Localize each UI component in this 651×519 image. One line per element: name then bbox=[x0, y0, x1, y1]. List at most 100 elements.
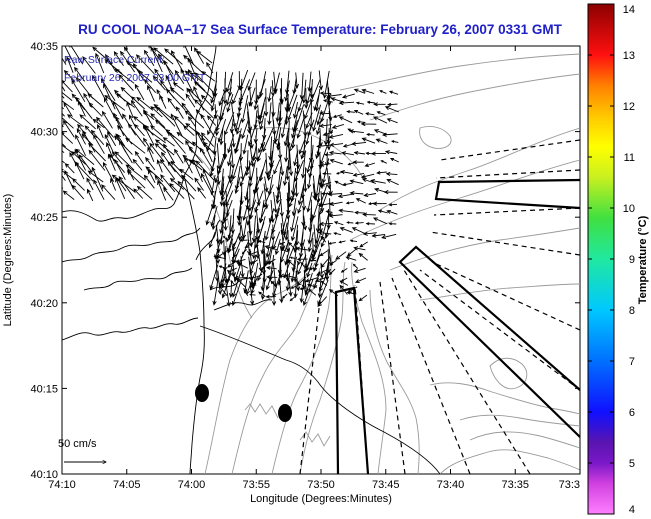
current-vector bbox=[365, 222, 375, 226]
current-vector bbox=[95, 52, 105, 74]
current-vector bbox=[289, 295, 296, 302]
y-axis-label: Latitude (Degrees:Minutes) bbox=[2, 194, 14, 327]
current-vector bbox=[130, 99, 143, 117]
current-vector bbox=[326, 134, 331, 151]
current-vector bbox=[104, 59, 123, 74]
current-vector bbox=[75, 134, 87, 156]
current-vector bbox=[249, 142, 255, 168]
x-tick-label: 74:05 bbox=[113, 479, 141, 491]
current-vector bbox=[319, 162, 331, 167]
current-vector bbox=[353, 150, 365, 155]
current-vector bbox=[156, 159, 163, 173]
current-vector bbox=[202, 168, 214, 193]
current-vector bbox=[187, 116, 197, 128]
current-vector bbox=[358, 252, 368, 261]
current-vector bbox=[154, 139, 175, 156]
current-vector bbox=[129, 114, 136, 127]
current-vector bbox=[194, 47, 204, 64]
current-vector bbox=[102, 161, 114, 182]
current-vector bbox=[159, 94, 167, 109]
current-vector bbox=[380, 160, 387, 164]
current-vector bbox=[388, 203, 398, 207]
current-vector bbox=[313, 94, 320, 112]
current-vector bbox=[338, 240, 346, 244]
current-vector bbox=[342, 143, 354, 148]
current-vector bbox=[208, 232, 216, 249]
current-vector bbox=[352, 263, 359, 269]
current-vector bbox=[248, 120, 258, 147]
x-tick-label: 73:45 bbox=[372, 479, 400, 491]
current-vector bbox=[245, 150, 250, 172]
current-vector bbox=[113, 100, 124, 120]
current-vector bbox=[185, 93, 196, 108]
current-vector bbox=[251, 259, 259, 264]
current-vector bbox=[326, 80, 331, 102]
current-vector bbox=[373, 187, 387, 193]
current-vector bbox=[363, 192, 377, 198]
current-vector bbox=[240, 224, 246, 241]
current-vector bbox=[93, 134, 105, 154]
current-vector bbox=[126, 101, 134, 118]
current-vector bbox=[314, 174, 320, 198]
current-vector bbox=[143, 109, 154, 127]
current-vector bbox=[279, 150, 285, 177]
current-vector bbox=[317, 296, 328, 307]
current-vector bbox=[371, 233, 386, 238]
current-vector bbox=[169, 182, 185, 199]
current-vector bbox=[264, 176, 269, 193]
current-vector bbox=[275, 184, 280, 201]
y-tick-label: 40:30 bbox=[30, 127, 58, 139]
current-vector bbox=[66, 56, 74, 73]
current-vector bbox=[88, 142, 106, 162]
current-vector bbox=[200, 113, 216, 138]
current-vector bbox=[127, 123, 146, 147]
current-vector bbox=[306, 262, 313, 278]
current-vector bbox=[264, 245, 278, 251]
current-vector bbox=[206, 128, 217, 152]
current-vector bbox=[305, 253, 314, 272]
current-vector bbox=[389, 157, 399, 163]
x-axis-ticks: 74:10 74:05 74:00 73:55 73:50 73:45 73:40 73:35… bbox=[48, 46, 581, 491]
current-vector bbox=[334, 180, 343, 186]
current-vector bbox=[150, 46, 163, 73]
current-vector bbox=[323, 118, 329, 146]
colorbar-tick-label: 10 bbox=[623, 203, 635, 215]
current-vector bbox=[284, 135, 289, 163]
current-vector bbox=[270, 80, 276, 97]
x-tick-label: 73:40 bbox=[437, 479, 465, 491]
current-vector bbox=[115, 177, 126, 199]
colorbar-tick-label: 12 bbox=[623, 101, 635, 113]
current-vector bbox=[169, 86, 185, 101]
current-vector bbox=[302, 215, 308, 231]
current-vector bbox=[257, 78, 266, 100]
current-vector bbox=[173, 115, 185, 127]
current-vector bbox=[307, 232, 314, 253]
current-vector bbox=[163, 186, 174, 201]
current-vector bbox=[69, 46, 84, 65]
current-vector bbox=[386, 118, 398, 124]
current-vector bbox=[62, 106, 64, 110]
current-vector bbox=[132, 158, 143, 171]
current-vector bbox=[289, 256, 296, 259]
current-vector bbox=[268, 208, 275, 224]
current-vector bbox=[183, 46, 195, 65]
current-vector bbox=[256, 141, 266, 163]
current-vector bbox=[145, 166, 164, 182]
current-vector bbox=[205, 198, 216, 226]
current-vector bbox=[62, 132, 74, 144]
current-vector bbox=[188, 159, 203, 171]
current-vector bbox=[273, 159, 281, 175]
current-vectors bbox=[62, 46, 400, 307]
current-vector bbox=[91, 166, 104, 192]
current-vector bbox=[375, 138, 388, 144]
current-vector bbox=[250, 282, 257, 286]
current-vector bbox=[194, 99, 214, 119]
current-vector bbox=[305, 125, 312, 146]
current-vector bbox=[322, 99, 333, 103]
current-vector bbox=[386, 178, 399, 186]
current-vector bbox=[376, 111, 386, 116]
current-vector bbox=[306, 166, 313, 190]
current-vector bbox=[262, 127, 274, 153]
current-vector bbox=[355, 101, 365, 105]
current-vector bbox=[216, 238, 221, 254]
